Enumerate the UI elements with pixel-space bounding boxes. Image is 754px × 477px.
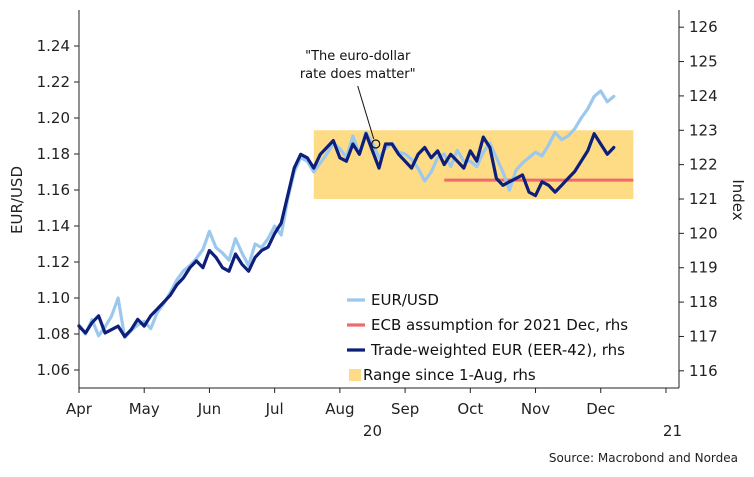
x-month-label: Nov	[521, 400, 550, 418]
y-left-tick-label: 1.10	[37, 289, 70, 307]
y-right-tick-label: 123	[689, 121, 718, 139]
y-right-tick-label: 120	[689, 224, 718, 242]
axes-layer: 1.06 1.08 1.10 1.12 1.14 1.16 1.18 1.20 1.22 1.24…	[37, 10, 718, 440]
annotation-marker	[371, 139, 381, 149]
x-month-label: Dec	[586, 400, 615, 418]
y-right-tick-label: 118	[689, 293, 718, 311]
y-left-tick-label: 1.08	[37, 325, 70, 343]
x-month-label: Oct	[457, 400, 483, 418]
y-left-tick-label: 1.14	[37, 217, 70, 235]
y-right-tick-label: 125	[689, 53, 718, 71]
x-month-label: Jun	[197, 400, 221, 418]
y-axis-right-title: Index	[729, 179, 747, 220]
source-note: Source: Macrobond and Nordea	[549, 451, 738, 465]
legend-swatch	[349, 369, 361, 381]
x-year-label: 21	[663, 422, 682, 440]
x-month-label: Apr	[66, 400, 93, 418]
x-month-label: Jul	[265, 400, 284, 418]
x-month-label: Sep	[391, 400, 419, 418]
y-left-tick-label: 1.16	[37, 181, 70, 199]
y-left-tick-label: 1.20	[37, 109, 70, 127]
legend-label: ECB assumption for 2021 Dec, rhs	[371, 316, 628, 334]
y-left-tick-label: 1.06	[37, 361, 70, 379]
y-right-tick-label: 122	[689, 156, 718, 174]
legend: EUR/USD ECB assumption for 2021 Dec, rhs T…	[347, 291, 628, 384]
annotation-pointer	[357, 85, 375, 140]
y-axis-left-title: EUR/USD	[8, 166, 26, 234]
y-left-tick-label: 1.24	[37, 37, 70, 55]
y-left-tick-label: 1.18	[37, 145, 70, 163]
annotation-text: rate does matter"	[300, 67, 416, 82]
y-left-tick-label: 1.22	[37, 73, 70, 91]
legend-label: Range since 1-Aug, rhs	[363, 366, 536, 384]
y-right-tick-label: 124	[689, 87, 718, 105]
x-year-label: 20	[363, 422, 382, 440]
annotation-layer: "The euro-dollar rate does matter"	[300, 49, 416, 149]
legend-label: Trade-weighted EUR (EER-42), rhs	[370, 341, 625, 359]
y-right-tick-label: 119	[689, 259, 718, 277]
y-right-tick-label: 117	[689, 327, 718, 345]
legend-label: EUR/USD	[371, 291, 439, 309]
y-right-tick-label: 121	[689, 190, 718, 208]
series-layer	[77, 89, 616, 340]
y-right-tick-label: 126	[689, 18, 718, 36]
y-left-tick-label: 1.12	[37, 253, 70, 271]
y-right-tick-label: 116	[689, 362, 718, 380]
series-trade-weighted-eur-line	[77, 132, 616, 339]
series-eurusd-line	[77, 89, 616, 340]
x-month-label: May	[129, 400, 160, 418]
annotation-text: "The euro-dollar	[305, 49, 411, 64]
x-month-label: Aug	[325, 400, 354, 418]
